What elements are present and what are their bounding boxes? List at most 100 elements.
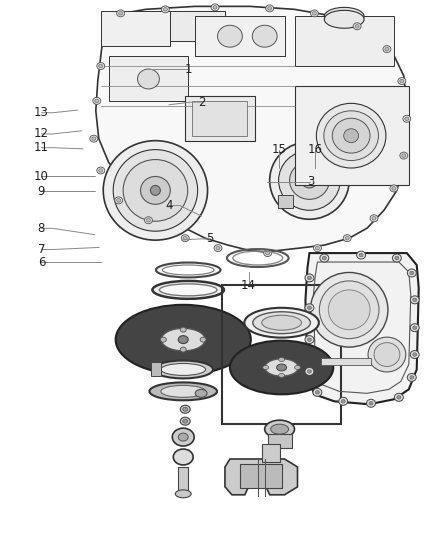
Ellipse shape [324,10,364,28]
Ellipse shape [200,337,206,342]
Ellipse shape [263,366,268,369]
Ellipse shape [97,62,105,69]
Ellipse shape [383,46,391,53]
Ellipse shape [307,276,311,280]
Ellipse shape [161,328,205,351]
Ellipse shape [180,405,190,413]
Ellipse shape [311,10,318,17]
Text: 7: 7 [38,243,45,256]
Text: 16: 16 [307,143,322,156]
Ellipse shape [90,135,98,142]
Ellipse shape [407,269,416,277]
Ellipse shape [213,6,217,9]
Ellipse shape [320,254,329,262]
Ellipse shape [369,401,373,405]
Ellipse shape [312,12,316,15]
Bar [294,86,409,185]
Ellipse shape [266,5,274,12]
Ellipse shape [400,79,404,83]
Ellipse shape [307,370,311,373]
Ellipse shape [180,327,186,332]
Ellipse shape [344,129,359,143]
Ellipse shape [319,281,379,338]
Ellipse shape [294,366,300,369]
Ellipse shape [264,249,272,256]
Ellipse shape [180,417,190,425]
Ellipse shape [410,324,419,332]
Text: 1: 1 [185,63,192,76]
Ellipse shape [97,167,105,174]
Ellipse shape [163,7,167,11]
Ellipse shape [395,256,399,260]
Ellipse shape [149,382,217,400]
Text: 10: 10 [34,170,49,183]
Ellipse shape [216,246,220,250]
Ellipse shape [305,304,314,312]
Ellipse shape [374,343,400,367]
Text: 11: 11 [34,141,49,154]
Ellipse shape [385,47,389,51]
Ellipse shape [270,142,349,219]
Text: 6: 6 [38,256,45,269]
Ellipse shape [410,296,419,304]
Ellipse shape [290,161,329,199]
Ellipse shape [95,99,99,103]
Ellipse shape [279,151,340,211]
Ellipse shape [244,308,319,337]
Ellipse shape [307,338,311,341]
Ellipse shape [407,374,416,382]
Ellipse shape [195,389,207,397]
Bar [195,17,285,56]
Ellipse shape [161,6,170,13]
Ellipse shape [146,219,150,222]
Ellipse shape [145,217,152,224]
Ellipse shape [172,428,194,446]
Bar [109,56,188,101]
Ellipse shape [313,389,322,397]
Ellipse shape [343,235,351,241]
Ellipse shape [93,98,101,104]
Text: 3: 3 [307,175,314,188]
Ellipse shape [265,359,298,376]
Ellipse shape [403,115,411,122]
Ellipse shape [392,254,401,262]
Ellipse shape [265,420,294,438]
Ellipse shape [173,449,193,465]
Ellipse shape [99,64,103,68]
Polygon shape [225,459,297,495]
Ellipse shape [183,237,187,240]
Ellipse shape [398,77,406,84]
Ellipse shape [405,117,409,120]
Ellipse shape [413,353,417,356]
Ellipse shape [271,424,289,434]
Ellipse shape [183,407,188,411]
Ellipse shape [153,360,213,378]
Ellipse shape [116,305,251,375]
Ellipse shape [367,399,375,407]
Ellipse shape [359,253,363,257]
Ellipse shape [214,245,222,252]
Ellipse shape [159,284,217,296]
Ellipse shape [113,150,198,231]
Text: 2: 2 [198,95,205,109]
Ellipse shape [115,197,123,204]
Ellipse shape [410,351,419,359]
Ellipse shape [328,290,370,330]
Ellipse shape [279,374,285,377]
Bar [240,464,282,488]
Bar [185,96,255,141]
Ellipse shape [305,274,314,282]
Ellipse shape [410,271,414,274]
Bar [262,444,279,462]
Ellipse shape [99,169,103,172]
Ellipse shape [357,251,366,259]
Ellipse shape [316,103,386,168]
Ellipse shape [307,306,311,310]
Ellipse shape [150,185,160,196]
Ellipse shape [305,336,314,344]
Ellipse shape [138,69,159,89]
Ellipse shape [305,367,314,375]
Bar [321,358,371,366]
Text: 12: 12 [34,127,49,140]
Ellipse shape [180,347,186,352]
